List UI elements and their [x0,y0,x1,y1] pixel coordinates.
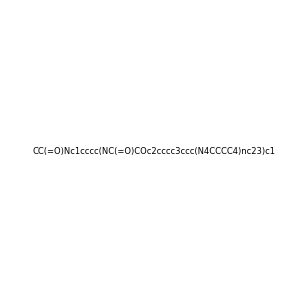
Text: CC(=O)Nc1cccc(NC(=O)COc2cccc3ccc(N4CCCC4)nc23)c1: CC(=O)Nc1cccc(NC(=O)COc2cccc3ccc(N4CCCC4… [32,147,275,156]
